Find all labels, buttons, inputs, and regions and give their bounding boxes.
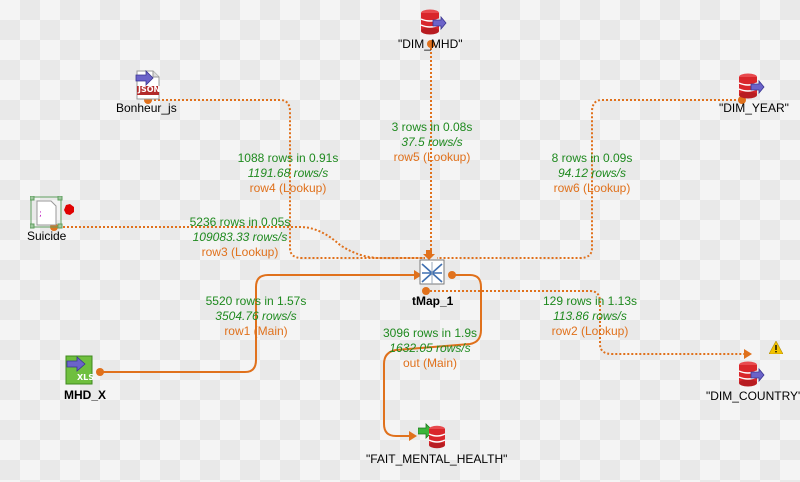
svg-text:;: ; xyxy=(39,209,42,219)
label-dim-year: "DIM_YEAR" xyxy=(719,101,789,115)
json-badge: JSON xyxy=(138,85,161,94)
link-row3[interactable] xyxy=(55,226,425,259)
database-icon-dim-year[interactable] xyxy=(737,72,765,103)
stat-row3-name[interactable]: row3 (Lookup) xyxy=(201,245,279,259)
xls-file-icon[interactable]: XLS xyxy=(63,355,99,388)
stat-out-rows: 3096 rows in 1.9s xyxy=(382,326,478,340)
label-suicide: Suicide xyxy=(27,229,67,243)
label-dim-country: "DIM_COUNTRY" xyxy=(706,389,800,403)
stat-row1-rate: 3504.76 rows/s xyxy=(215,309,297,323)
connector-dim-mhd[interactable] xyxy=(427,40,435,48)
xls-badge: XLS xyxy=(77,373,95,382)
json-file-icon[interactable]: JSON xyxy=(134,70,162,103)
stat-row3-rows: 5236 rows in 0.05s xyxy=(189,215,291,229)
stat-row3-rate: 109083.33 rows/s xyxy=(192,230,288,244)
stat-row1-rows: 5520 rows in 1.57s xyxy=(205,294,307,308)
arrow-out xyxy=(409,431,417,441)
suicide-component-icon[interactable]: ; xyxy=(29,195,78,235)
database-icon-dim-mhd[interactable] xyxy=(419,8,447,39)
stat-row4-rate: 1191.68 rows/s xyxy=(247,166,329,180)
stat-row5-rows: 3 rows in 0.08s xyxy=(391,120,473,134)
stat-row2-rate: 113.86 rows/s xyxy=(553,309,627,323)
label-tmap: tMap_1 xyxy=(412,294,454,308)
label-bonheur: Bonheur_js xyxy=(116,101,177,115)
stat-row2-rows: 129 rows in 1.13s xyxy=(542,294,638,308)
stat-row4: 1088 rows in 0.91s 1191.68 rows/s row4 (… xyxy=(230,151,346,196)
stat-out-name[interactable]: out (Main) xyxy=(402,356,458,370)
link-row4[interactable] xyxy=(150,99,425,259)
connector-mhd-x[interactable] xyxy=(96,368,104,376)
tmap-icon[interactable] xyxy=(416,250,452,297)
stat-row5-rate: 37.5 rows/s xyxy=(401,135,463,149)
arrow-row1 xyxy=(414,270,422,280)
link-row1[interactable] xyxy=(100,274,415,373)
stat-row6-rate: 94.12 rows/s xyxy=(557,166,627,180)
label-fait: "FAIT_MENTAL_HEALTH" xyxy=(366,452,508,466)
arrow-row2 xyxy=(744,349,752,359)
stat-row4-name[interactable]: row4 (Lookup) xyxy=(249,181,327,195)
database-icon-fait[interactable] xyxy=(417,422,448,453)
stat-row5-name[interactable]: row5 (Lookup) xyxy=(393,150,471,164)
database-icon-dim-country[interactable] xyxy=(737,360,765,391)
stat-row4-rows: 1088 rows in 0.91s xyxy=(237,151,339,165)
stat-out: 3096 rows in 1.9s 1632.05 rows/s out (Ma… xyxy=(374,326,486,371)
stat-out-rate: 1632.05 rows/s xyxy=(389,341,471,355)
link-row6[interactable] xyxy=(437,99,740,259)
stat-row1: 5520 rows in 1.57s 3504.76 rows/s row1 (… xyxy=(198,294,314,339)
label-mhd-x: MHD_X xyxy=(64,388,107,402)
link-row2[interactable] xyxy=(430,290,746,355)
stat-row1-name[interactable]: row1 (Main) xyxy=(224,324,288,338)
link-out[interactable] xyxy=(383,274,482,437)
stat-row6: 8 rows in 0.09s 94.12 rows/s row6 (Looku… xyxy=(540,151,644,196)
stat-row2-name[interactable]: row2 (Lookup) xyxy=(551,324,629,338)
connector-tmap-out[interactable] xyxy=(448,271,456,279)
stat-row6-name[interactable]: row6 (Lookup) xyxy=(553,181,631,195)
warning-icon[interactable] xyxy=(768,340,784,357)
stat-row3: 5236 rows in 0.05s 109083.33 rows/s row3… xyxy=(182,215,298,260)
stat-row2: 129 rows in 1.13s 113.86 rows/s row2 (Lo… xyxy=(534,294,646,339)
stat-row6-rows: 8 rows in 0.09s xyxy=(551,151,633,165)
connector-tmap-lookup[interactable] xyxy=(422,287,430,295)
stat-row5: 3 rows in 0.08s 37.5 rows/s row5 (Lookup… xyxy=(388,120,476,165)
label-dim-mhd: "DIM_MHD" xyxy=(398,37,463,51)
